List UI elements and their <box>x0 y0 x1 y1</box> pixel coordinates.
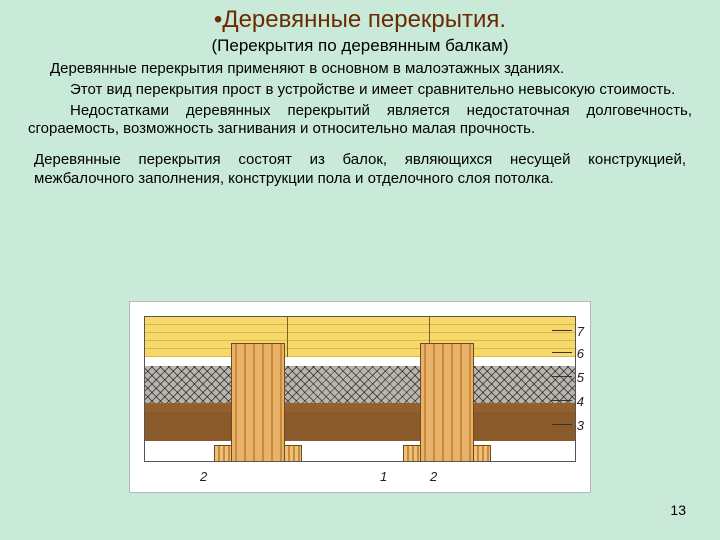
callout-3: 3 <box>577 418 584 433</box>
page-subtitle: (Перекрытия по деревянным балкам) <box>0 36 720 56</box>
lead-line <box>552 330 572 331</box>
callout-4: 4 <box>577 394 584 409</box>
composition-text-block: Деревянные перекрытия состоят из балок, … <box>0 141 720 189</box>
paragraph-2: Этот вид перекрытия прост в устройстве и… <box>28 81 692 100</box>
intro-text-block: Деревянные перекрытия применяют в основн… <box>0 56 720 139</box>
page-title-text: Деревянные перекрытия. <box>222 6 506 33</box>
callout-5: 5 <box>577 370 584 385</box>
layer-5-insulation <box>145 366 575 403</box>
callout-7: 7 <box>577 324 584 339</box>
layer-1-beam <box>231 343 285 462</box>
lead-line <box>552 400 572 401</box>
callout-1: 1 <box>380 469 387 484</box>
layer-1-beam <box>420 343 474 462</box>
diagram-inner <box>144 316 576 462</box>
paragraph-1: Деревянные перекрытия применяют в основн… <box>28 60 692 79</box>
paragraph-4: Деревянные перекрытия состоят из балок, … <box>34 151 686 189</box>
lead-line <box>552 352 572 353</box>
paragraph-3: Недостатками деревянных перекрытий являе… <box>28 102 692 140</box>
callout-2a: 2 <box>200 469 207 484</box>
layer-4-subfloor <box>145 403 575 412</box>
lead-line <box>552 376 572 377</box>
diagram-cross-section: 7 6 5 4 3 2 1 2 <box>130 302 590 492</box>
callout-6: 6 <box>577 346 584 361</box>
callout-2b: 2 <box>430 469 437 484</box>
page-title: •Деревянные перекрытия. <box>0 6 720 34</box>
lead-line <box>552 424 572 425</box>
page-number: 13 <box>670 502 686 518</box>
layer-3-rolling <box>145 412 575 441</box>
